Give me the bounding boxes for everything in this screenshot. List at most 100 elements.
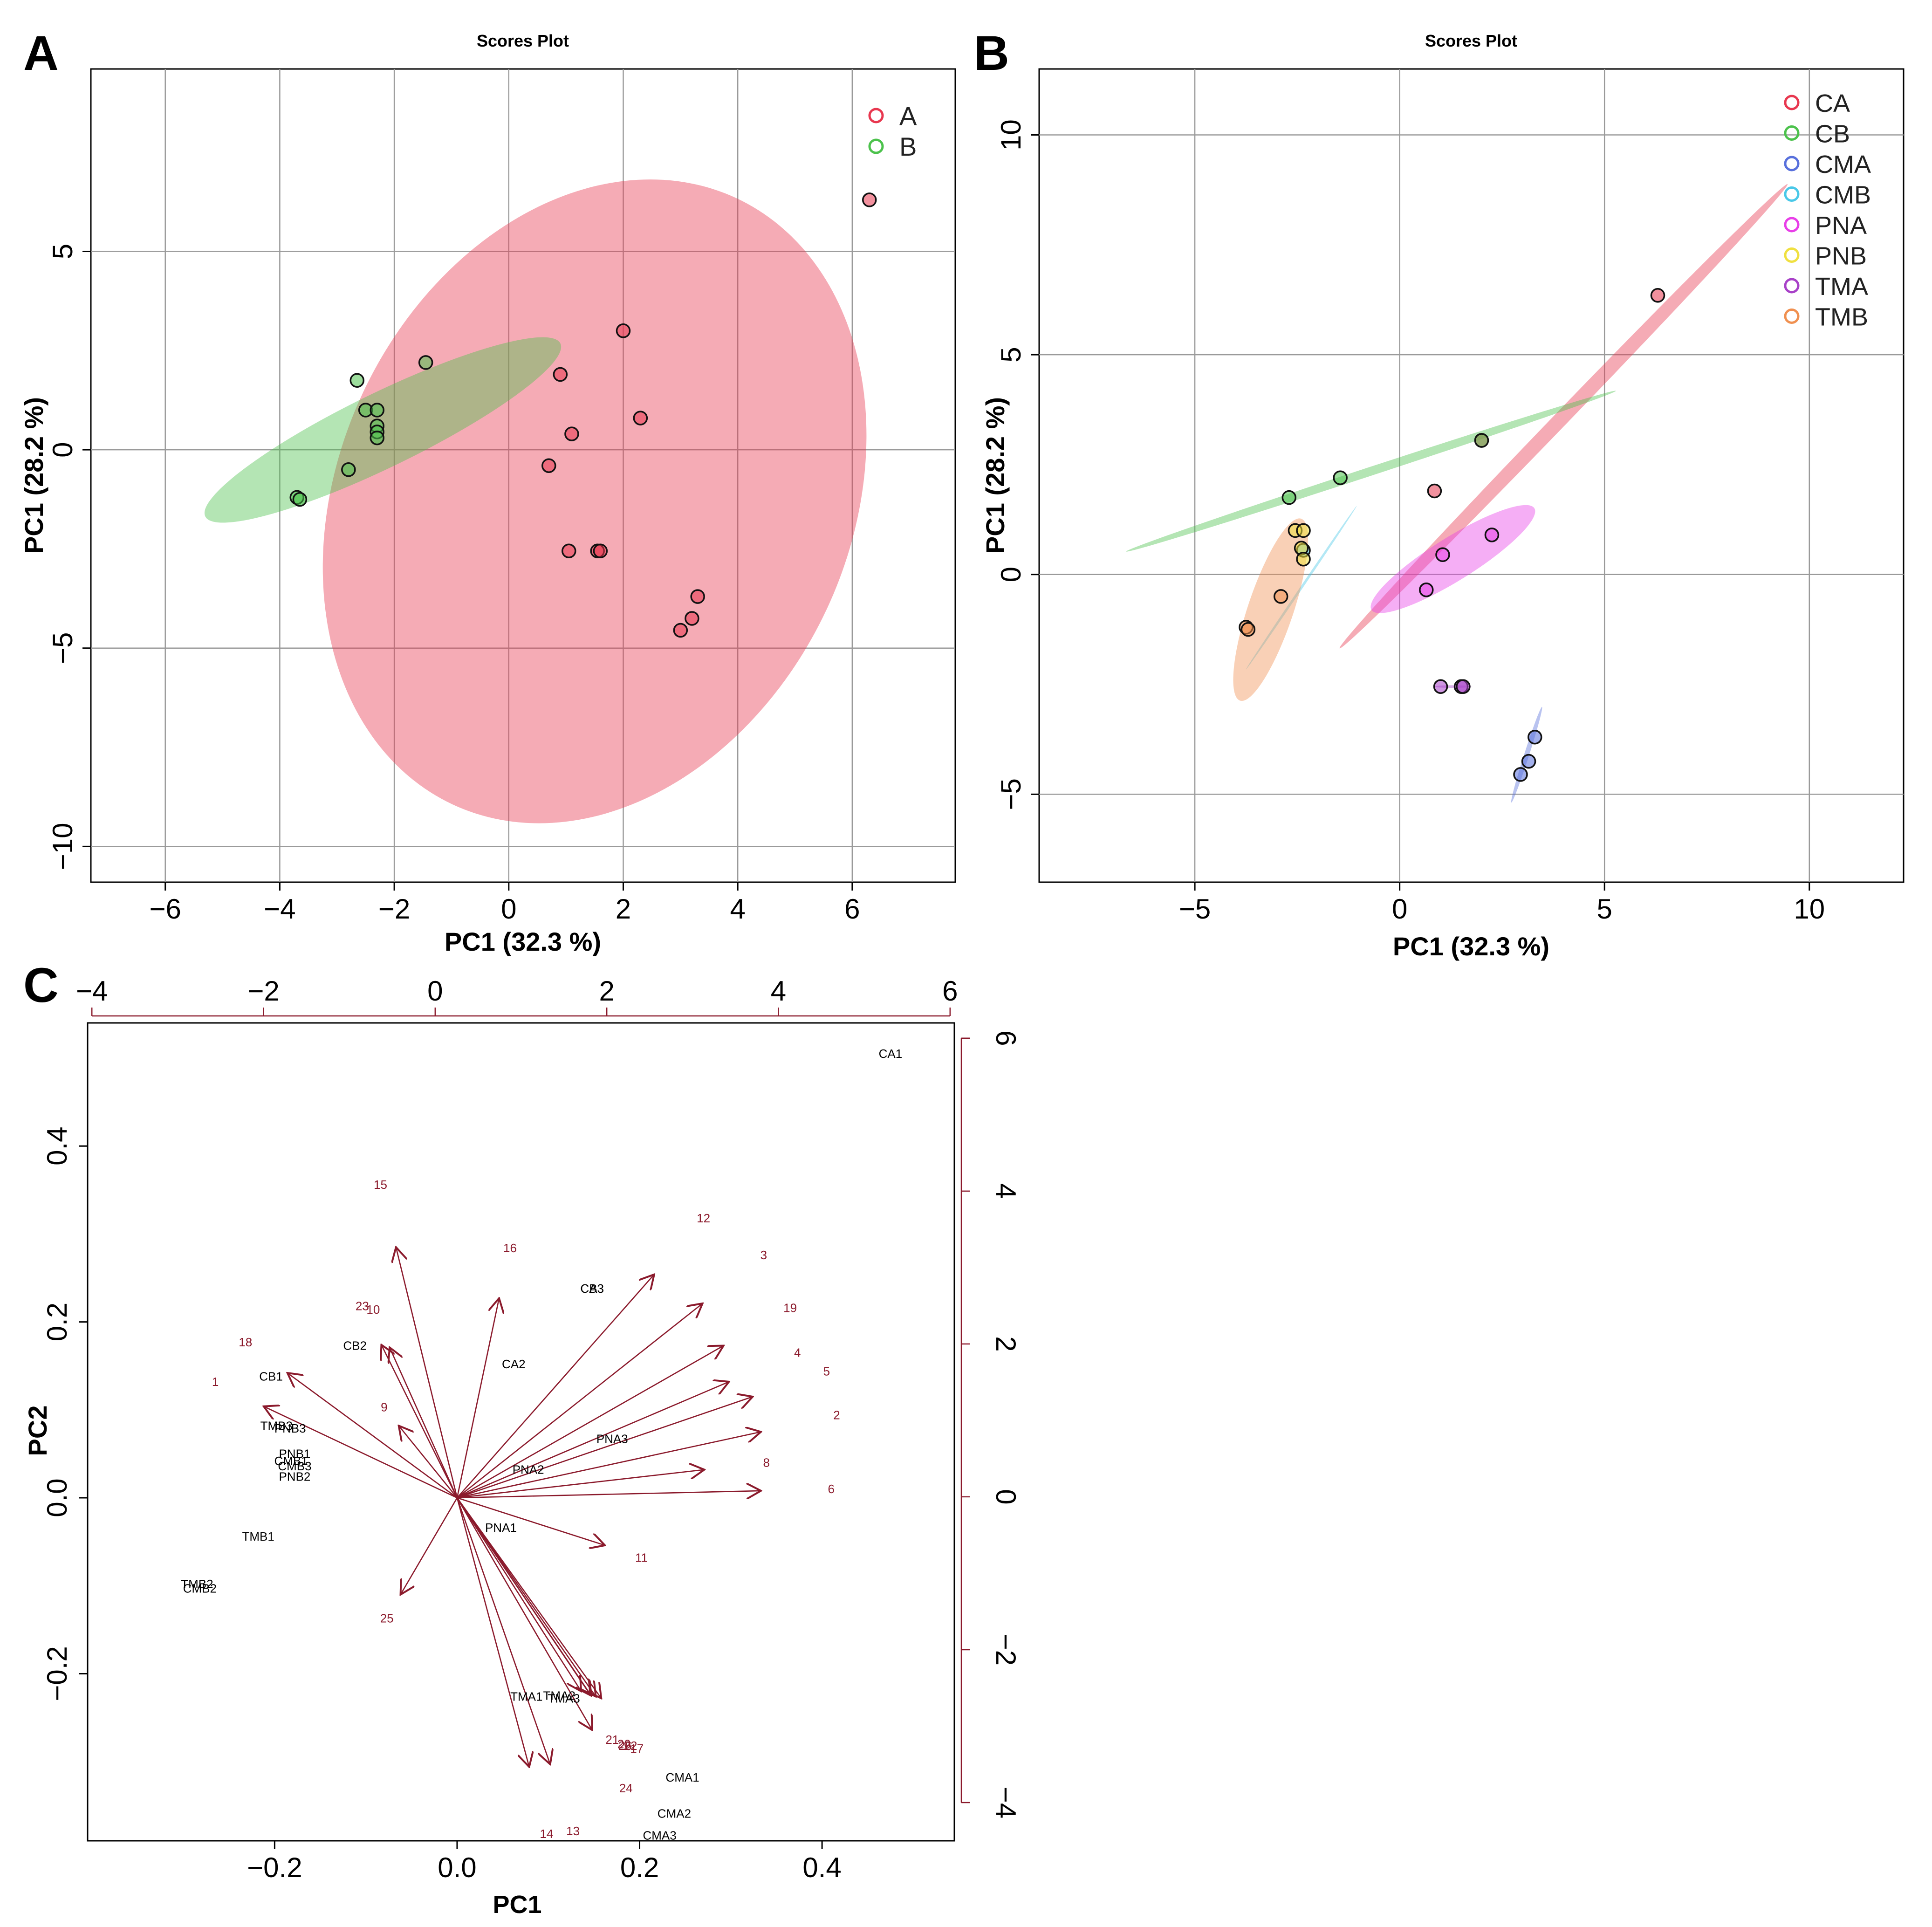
panel-b-ellipse-pna <box>1370 505 1535 613</box>
panel-b-point-ca <box>1650 288 1665 303</box>
panel-a-point-a <box>562 543 576 558</box>
panel-b-x-tick-label: 0 <box>1392 893 1407 925</box>
score-label-ca2: CA2 <box>502 1357 526 1371</box>
panel-b-legend-marker-cma <box>1784 156 1800 171</box>
score-label-cmb2: CMB2 <box>183 1581 217 1595</box>
panel-b-legend-marker-cb <box>1784 125 1800 141</box>
loading-arrow-26 <box>456 1497 591 1696</box>
panel-b-legend-label-cmb: CMB <box>1815 181 1871 209</box>
loading-arrow-18 <box>288 1373 458 1499</box>
panel-a-point-a <box>862 192 877 207</box>
panel-b-legend-label-cb: CB <box>1815 120 1850 148</box>
panel-c-top-ticks: −4 −2 0 2 4 6 <box>76 975 958 1017</box>
loading-arrow-16 <box>456 1298 499 1498</box>
loading-arrow-8 <box>457 1470 705 1499</box>
panel-b-legend-label-pnb: PNB <box>1815 242 1867 270</box>
panel-b-point-cb <box>1281 490 1297 505</box>
loading-label-21: 21 <box>605 1733 619 1747</box>
panel-a-y-axis-label: PC1 (28.2 %) <box>19 397 48 554</box>
loading-label-22: 22 <box>623 1739 637 1753</box>
panel-a-x-ticks: −6 −4 −2 0 2 4 6 <box>149 882 860 925</box>
panel-a-label: A <box>23 26 59 81</box>
loading-arrow-24 <box>456 1497 592 1730</box>
panel-c-y-axis-label: PC2 <box>23 1406 52 1456</box>
loading-label-16: 16 <box>503 1241 517 1255</box>
panel-a-grid <box>91 69 955 882</box>
panel-b-legend-marker-pna <box>1784 217 1800 233</box>
panel-a-point-b <box>370 403 384 418</box>
panel-b-points <box>1239 288 1665 782</box>
panel-b-point-tmb <box>1273 589 1288 604</box>
score-label-cma2: CMA2 <box>658 1807 691 1821</box>
panel-c-x-tick-label: 0.0 <box>438 1852 476 1883</box>
panel-c-top-tick-label: 4 <box>771 975 786 1007</box>
score-label-ca3: CA3 <box>580 1282 604 1296</box>
panel-b-plot-frame <box>1038 68 1905 883</box>
panel-c-right-tick-label: 2 <box>990 1336 1021 1351</box>
panel-a-legend: AB <box>868 101 917 161</box>
loading-label-14: 14 <box>540 1827 553 1841</box>
score-label-pna2: PNA2 <box>513 1463 544 1477</box>
score-label-tmb1: TMB1 <box>242 1529 274 1543</box>
panel-b-point-tma <box>1433 679 1448 694</box>
panel-b-x-tick-label: 5 <box>1597 893 1612 925</box>
loading-label-12: 12 <box>697 1211 710 1225</box>
loading-arrow-12 <box>456 1275 654 1498</box>
score-label-cma3: CMA3 <box>643 1829 676 1843</box>
panel-c-top-tick-label: 6 <box>942 975 958 1007</box>
score-label-tma2: TMA2 <box>543 1689 575 1703</box>
loading-label-2: 2 <box>833 1408 840 1422</box>
panel-b-legend-marker-tma <box>1784 278 1800 294</box>
score-label-pnb1: PNB1 <box>279 1447 310 1461</box>
panel-c-label: C <box>23 958 59 1013</box>
panel-c-top-tick-label: 0 <box>427 975 443 1007</box>
panel-b-x-tick-label: −5 <box>1179 893 1211 925</box>
loading-label-8: 8 <box>763 1456 769 1470</box>
loading-label-25: 25 <box>380 1612 394 1625</box>
panel-a-points <box>289 192 877 638</box>
panel-c-right-ticks: −4 −2 0 2 4 6 <box>960 1030 1021 1818</box>
panel-a-plot-frame <box>90 68 956 883</box>
panel-b-title: Scores Plot <box>1425 31 1517 50</box>
panel-b-label: B <box>974 26 1009 81</box>
panel-b-legend-marker-ca <box>1784 95 1800 110</box>
panel-c-x-tick-label: 0.4 <box>802 1852 841 1883</box>
score-label-pna3: PNA3 <box>596 1432 628 1446</box>
panel-a-x-tick-label: 6 <box>844 893 860 925</box>
panel-a-x-tick-label: −2 <box>378 893 410 925</box>
loading-arrow-19 <box>457 1346 724 1499</box>
score-label-cma1: CMA1 <box>665 1770 699 1784</box>
panel-b-point-cb <box>1474 433 1489 448</box>
score-label-cb1: CB1 <box>259 1370 283 1384</box>
loading-label-5: 5 <box>823 1364 830 1378</box>
panel-b-x-axis-label: PC1 (32.3 %) <box>1393 932 1549 961</box>
panel-b-legend-marker-cmb <box>1784 186 1800 202</box>
loading-arrow-15 <box>396 1247 458 1498</box>
panel-b-point-cma <box>1513 767 1528 782</box>
loading-arrow-6 <box>457 1491 761 1498</box>
score-label-ca1: CA1 <box>879 1047 903 1061</box>
panel-c-y-tick-label: 0.2 <box>41 1303 73 1341</box>
panel-a-y-ticks: −10 −5 0 5 <box>47 244 91 870</box>
panel-b-ellipses <box>1126 184 1788 803</box>
panel-b-point-pna <box>1484 528 1500 542</box>
loading-arrow-1 <box>264 1406 458 1499</box>
panel-a-point-b <box>418 355 433 370</box>
panel-b-legend-label-ca: CA <box>1815 89 1850 117</box>
panel-b-ellipse-ca <box>1339 184 1788 649</box>
panel-b: B Scores Plot −5 0 5 10 −5 0 5 10 CA CB CMA CMB PN… <box>974 26 1905 961</box>
score-label-cb2: CB2 <box>343 1339 367 1353</box>
loading-arrow-11 <box>457 1497 605 1545</box>
panel-a-x-axis-label: PC1 (32.3 %) <box>445 927 601 956</box>
panel-b-legend-label-cma: CMA <box>1815 151 1871 178</box>
loading-label-9: 9 <box>381 1400 387 1414</box>
panel-b-legend-label-pna: PNA <box>1815 212 1867 240</box>
panel-b-legend-label-tma: TMA <box>1815 273 1868 301</box>
panel-a-point-a <box>685 611 699 626</box>
panel-a-legend-label-a: A <box>899 101 917 130</box>
panel-a-legend-label-b: B <box>899 132 917 161</box>
panel-a-title: Scores Plot <box>477 31 569 50</box>
panel-a-point-b <box>341 462 356 477</box>
